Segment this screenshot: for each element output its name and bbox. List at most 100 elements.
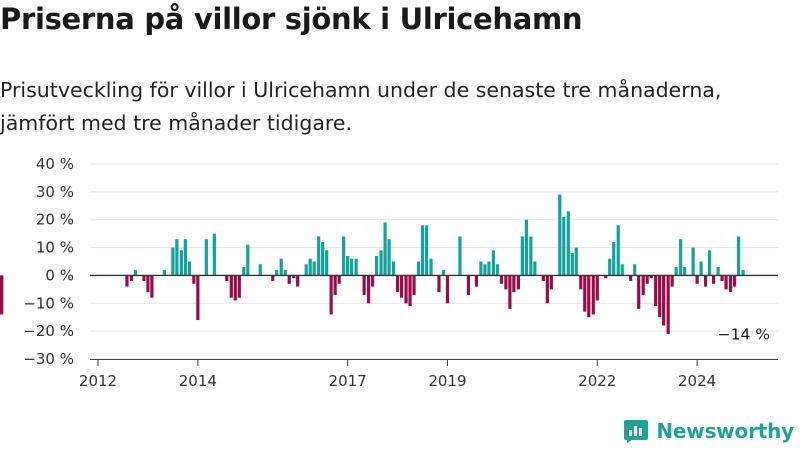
bar-positive	[741, 269, 745, 276]
x-tick-label: 2019	[428, 372, 466, 390]
bar-positive	[246, 244, 250, 276]
bar-positive	[479, 261, 483, 276]
bar-negative	[0, 275, 4, 315]
bar-negative	[404, 275, 408, 304]
bar-positive	[325, 250, 329, 276]
bar-positive	[350, 258, 354, 276]
bar-negative	[150, 275, 154, 298]
bar-positive	[242, 267, 246, 276]
bar-positive	[179, 250, 183, 276]
bar-negative	[595, 275, 599, 301]
bar-positive	[279, 258, 283, 276]
bar-negative	[237, 275, 241, 298]
bar-negative	[499, 275, 503, 284]
bar-positive	[616, 225, 620, 276]
bar-negative	[412, 275, 416, 295]
bar-negative	[296, 275, 300, 287]
chart-title: Priserna på villor sjönk i Ulricehamn	[0, 2, 583, 36]
bar-positive	[487, 261, 491, 276]
y-tick-label: 10 %	[36, 239, 74, 257]
bar-negative	[337, 275, 341, 284]
y-tick-label: −20 %	[23, 322, 74, 340]
bar-positive	[483, 264, 487, 276]
bar-positive	[204, 239, 208, 276]
bar-positive	[683, 267, 687, 276]
bar-negative	[474, 275, 479, 287]
bar-positive	[416, 261, 421, 276]
bar-negative	[142, 275, 146, 281]
bar-negative	[508, 275, 512, 309]
bar-positive	[529, 236, 533, 276]
bar-negative	[445, 275, 450, 304]
x-tick-label: 2024	[678, 372, 716, 390]
bar-positive	[691, 247, 695, 276]
bar-positive	[312, 261, 316, 276]
chart-subtitle: Prisutveckling för villor i Ulricehamn u…	[0, 78, 722, 135]
bar-positive	[354, 258, 358, 276]
bar-negative	[512, 275, 516, 293]
bar-positive	[308, 258, 312, 276]
y-tick-label: 30 %	[36, 183, 74, 201]
y-tick-label: −30 %	[23, 350, 74, 368]
bar-positive	[304, 264, 308, 276]
bar-positive	[633, 264, 637, 276]
bar-negative	[670, 275, 674, 287]
bar-positive	[533, 261, 537, 276]
y-tick-label: 0 %	[45, 266, 74, 284]
bar-positive	[495, 264, 500, 276]
bar-negative	[225, 275, 229, 281]
bar-negative	[604, 275, 608, 279]
bar-positive	[387, 239, 391, 276]
bar-negative	[649, 275, 653, 279]
y-tick-label: −10 %	[23, 294, 74, 312]
bar-positive	[558, 194, 562, 276]
bar-negative	[591, 275, 595, 315]
bar-negative	[196, 275, 200, 320]
x-tick-label: 2012	[79, 372, 117, 390]
bar-positive	[570, 253, 574, 276]
bar-positive	[679, 239, 683, 276]
bar-positive	[383, 222, 387, 276]
bar-negative	[292, 275, 296, 279]
bar-positive	[379, 250, 383, 276]
bar-negative	[549, 275, 553, 290]
bar-positive	[524, 219, 528, 276]
bar-positive	[441, 269, 446, 276]
bar-positive	[258, 264, 262, 276]
latest-value-annotation: −14 %	[718, 325, 770, 343]
bar-negative	[724, 275, 728, 290]
bar-negative	[370, 275, 375, 287]
bar-negative	[732, 275, 737, 287]
bar-negative	[466, 275, 471, 295]
bar-negative	[233, 275, 237, 301]
bar-positive	[707, 250, 712, 276]
bar-negative	[399, 275, 404, 298]
brand-logo: Newsworthy	[623, 418, 794, 444]
bar-negative	[516, 275, 520, 290]
bar-negative	[645, 275, 649, 284]
bar-positive	[374, 255, 379, 276]
bar-positive	[171, 247, 175, 276]
bar-positive	[458, 236, 462, 276]
bar-negative	[728, 275, 733, 293]
bar-negative	[125, 275, 129, 287]
bar-negative	[395, 275, 400, 293]
bar-negative	[658, 275, 662, 318]
y-tick-label: 20 %	[36, 211, 74, 229]
bar-negative	[192, 275, 196, 284]
bar-negative	[579, 275, 583, 290]
y-tick-label: 40 %	[36, 155, 74, 173]
bar-positive	[346, 255, 350, 276]
bar-positive	[429, 258, 433, 276]
bar-negative	[666, 275, 670, 334]
bar-positive	[275, 269, 279, 276]
bar-negative	[408, 275, 412, 307]
bar-positive	[133, 269, 138, 276]
x-tick-label: 2014	[179, 372, 217, 390]
bar-negative	[329, 275, 333, 315]
bar-negative	[287, 275, 291, 284]
bar-positive	[566, 211, 570, 276]
bar-negative	[146, 275, 150, 293]
bar-positive	[283, 269, 287, 276]
bar-positive	[620, 264, 624, 276]
